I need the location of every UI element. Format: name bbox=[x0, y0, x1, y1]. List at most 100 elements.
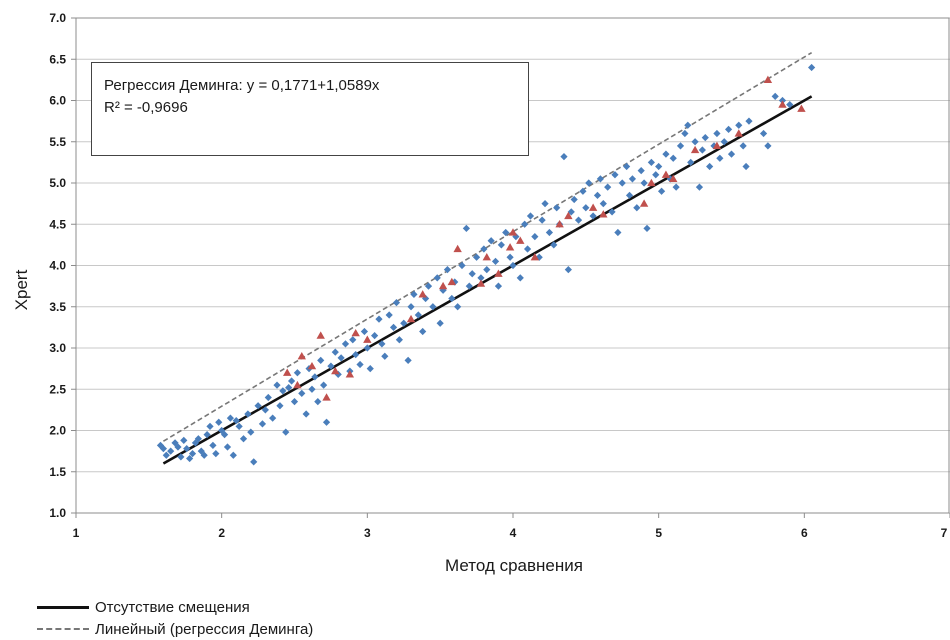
x-axis-label: Метод сравнения bbox=[445, 556, 583, 575]
triangle-point bbox=[345, 370, 355, 378]
diamond-point bbox=[159, 445, 167, 453]
diamond-point bbox=[410, 290, 418, 298]
diamond-point bbox=[739, 142, 747, 150]
y-tick-label: 3.5 bbox=[49, 300, 66, 314]
diamond-point bbox=[188, 450, 197, 458]
diamond-point bbox=[582, 204, 590, 212]
triangle-point bbox=[351, 328, 360, 337]
diamond-point bbox=[745, 117, 753, 125]
diamond-point bbox=[209, 441, 217, 449]
diamond-point bbox=[643, 224, 651, 232]
triangle-point bbox=[530, 253, 540, 261]
x-tick-label: 5 bbox=[655, 526, 662, 540]
diamond-point bbox=[429, 303, 437, 311]
y-tick-label: 4.0 bbox=[49, 259, 66, 273]
diamond-point bbox=[223, 443, 232, 451]
diamond-point bbox=[183, 445, 191, 453]
diamond-point bbox=[628, 175, 637, 183]
diamond-point bbox=[614, 228, 622, 237]
diamond-point bbox=[334, 370, 342, 378]
triangle-point bbox=[516, 236, 525, 244]
diamond-point bbox=[414, 311, 422, 319]
diamond-point bbox=[276, 402, 284, 410]
triangle-point bbox=[763, 75, 773, 84]
diamond-point bbox=[206, 422, 214, 430]
diamond-point bbox=[314, 398, 322, 406]
diamond-point bbox=[786, 101, 794, 109]
triangle-point bbox=[599, 210, 608, 218]
diamond-point bbox=[419, 327, 427, 336]
y-axis-ticks: 1.0 1.5 2.0 2.5 3.0 3.5 4.0 4.5 5.0 5.5 6.0 6.5 7.0 bbox=[49, 11, 76, 520]
diamond-point bbox=[681, 129, 689, 138]
diamond-point bbox=[352, 351, 360, 359]
diamond-point bbox=[608, 208, 616, 216]
triangle-point bbox=[588, 203, 598, 211]
x-axis-ticks: 1 2 3 4 5 6 7 bbox=[73, 513, 950, 540]
regression-lines bbox=[162, 51, 813, 465]
diamond-point bbox=[363, 344, 371, 352]
diamond-point bbox=[407, 303, 415, 311]
diamond-point bbox=[599, 200, 607, 208]
diamond-point bbox=[506, 253, 514, 261]
diamond-point bbox=[735, 121, 743, 129]
diamond-point bbox=[487, 237, 495, 245]
diamond-point bbox=[232, 417, 240, 425]
y-tick-label: 6.5 bbox=[49, 52, 66, 66]
diamond-point bbox=[483, 266, 491, 274]
diamond-point bbox=[366, 365, 374, 373]
diamond-point bbox=[261, 406, 269, 414]
triangle-point bbox=[476, 279, 486, 287]
diamond-point bbox=[264, 393, 272, 402]
x-tick-label: 1 bbox=[73, 526, 80, 540]
diamond-point bbox=[269, 414, 277, 422]
legend-label-no-bias: Отсутствие смещения bbox=[95, 598, 250, 616]
diamond-point bbox=[311, 373, 319, 381]
x-tick-label: 6 bbox=[801, 526, 808, 540]
diamond-point bbox=[436, 319, 444, 327]
diamond-point bbox=[574, 216, 583, 224]
diamond-point bbox=[516, 274, 524, 282]
diamond-point bbox=[497, 241, 505, 249]
diamond-point bbox=[706, 162, 714, 171]
diamond-point bbox=[282, 428, 290, 436]
diamond-point bbox=[273, 381, 281, 389]
diamond-point bbox=[589, 212, 597, 220]
dashed-line-swatch bbox=[37, 628, 89, 630]
diamond-point bbox=[349, 336, 357, 344]
diamond-point bbox=[220, 431, 229, 439]
y-tick-label: 6.0 bbox=[49, 94, 66, 108]
diamond-point bbox=[521, 220, 529, 228]
triangle-point bbox=[418, 290, 427, 298]
diamond-point bbox=[742, 162, 750, 171]
diamond-point bbox=[156, 441, 165, 449]
diamond-point bbox=[247, 428, 255, 436]
diamond-point bbox=[560, 153, 568, 161]
solid-line-swatch bbox=[37, 605, 89, 609]
no-bias-line bbox=[162, 95, 813, 465]
triangle-point bbox=[322, 393, 331, 401]
triangle-point bbox=[647, 178, 656, 187]
diamond-point bbox=[472, 253, 481, 261]
diamond-point bbox=[235, 422, 243, 430]
diamond-point bbox=[322, 418, 331, 426]
triangle-point bbox=[331, 366, 340, 375]
diamond-point bbox=[462, 224, 470, 232]
triangle-point bbox=[494, 269, 503, 277]
r-squared: R² = -0,9696 bbox=[104, 99, 188, 116]
diamond-point bbox=[691, 138, 699, 146]
y-tick-label: 5.5 bbox=[49, 135, 66, 149]
triangle-point bbox=[297, 352, 306, 360]
triangle-point bbox=[564, 211, 573, 220]
diamond-point bbox=[808, 63, 816, 72]
legend-item-no-bias: Отсутствие смещения bbox=[37, 596, 313, 618]
triangle-point bbox=[639, 199, 649, 207]
diamond-point bbox=[341, 340, 350, 348]
diamond-point bbox=[203, 431, 211, 439]
diamond-point bbox=[567, 208, 575, 216]
diamond-point bbox=[293, 369, 302, 377]
diamond-point bbox=[647, 158, 655, 166]
diamond-point bbox=[371, 332, 379, 340]
triangle-point bbox=[661, 170, 671, 178]
diamond-point bbox=[194, 435, 202, 443]
diamond-point bbox=[491, 257, 500, 265]
